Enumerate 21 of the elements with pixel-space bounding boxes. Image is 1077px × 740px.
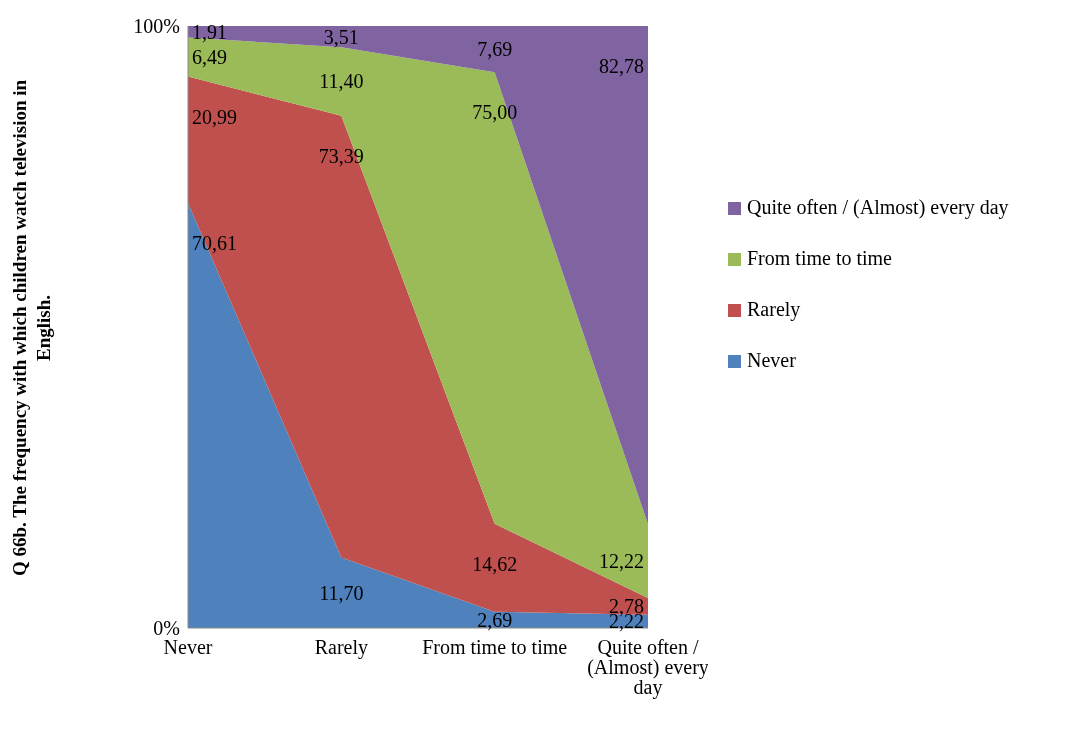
x-tick-label: Quite often / (Almost) every day [587,636,709,700]
legend-label: Rarely [747,298,801,321]
data-label: 1,91 [192,20,227,43]
data-label: 3,51 [323,25,359,48]
data-label: 12,22 [599,550,644,573]
data-label: 11,70 [319,581,364,604]
data-label: 82,78 [599,55,644,77]
y-tick-label: 100% [133,15,180,38]
data-label: 11,40 [319,70,364,93]
data-label: 20,99 [192,105,237,128]
legend-label: From time to time [747,247,892,270]
data-label: 6,49 [192,46,227,69]
data-label: 7,69 [477,38,513,61]
x-tick-label: From time to time [422,636,568,659]
data-label: 75,00 [472,101,518,124]
legend-label: Never [747,349,796,372]
data-label: 2,69 [477,608,513,631]
x-tick-label: Rarely [314,636,368,660]
legend-label: Quite often / (Almost) every day [747,196,1009,219]
data-label: 14,62 [472,552,518,575]
y-axis-title: Q 66b. The frequency with which children watch television in English. [8,78,55,579]
